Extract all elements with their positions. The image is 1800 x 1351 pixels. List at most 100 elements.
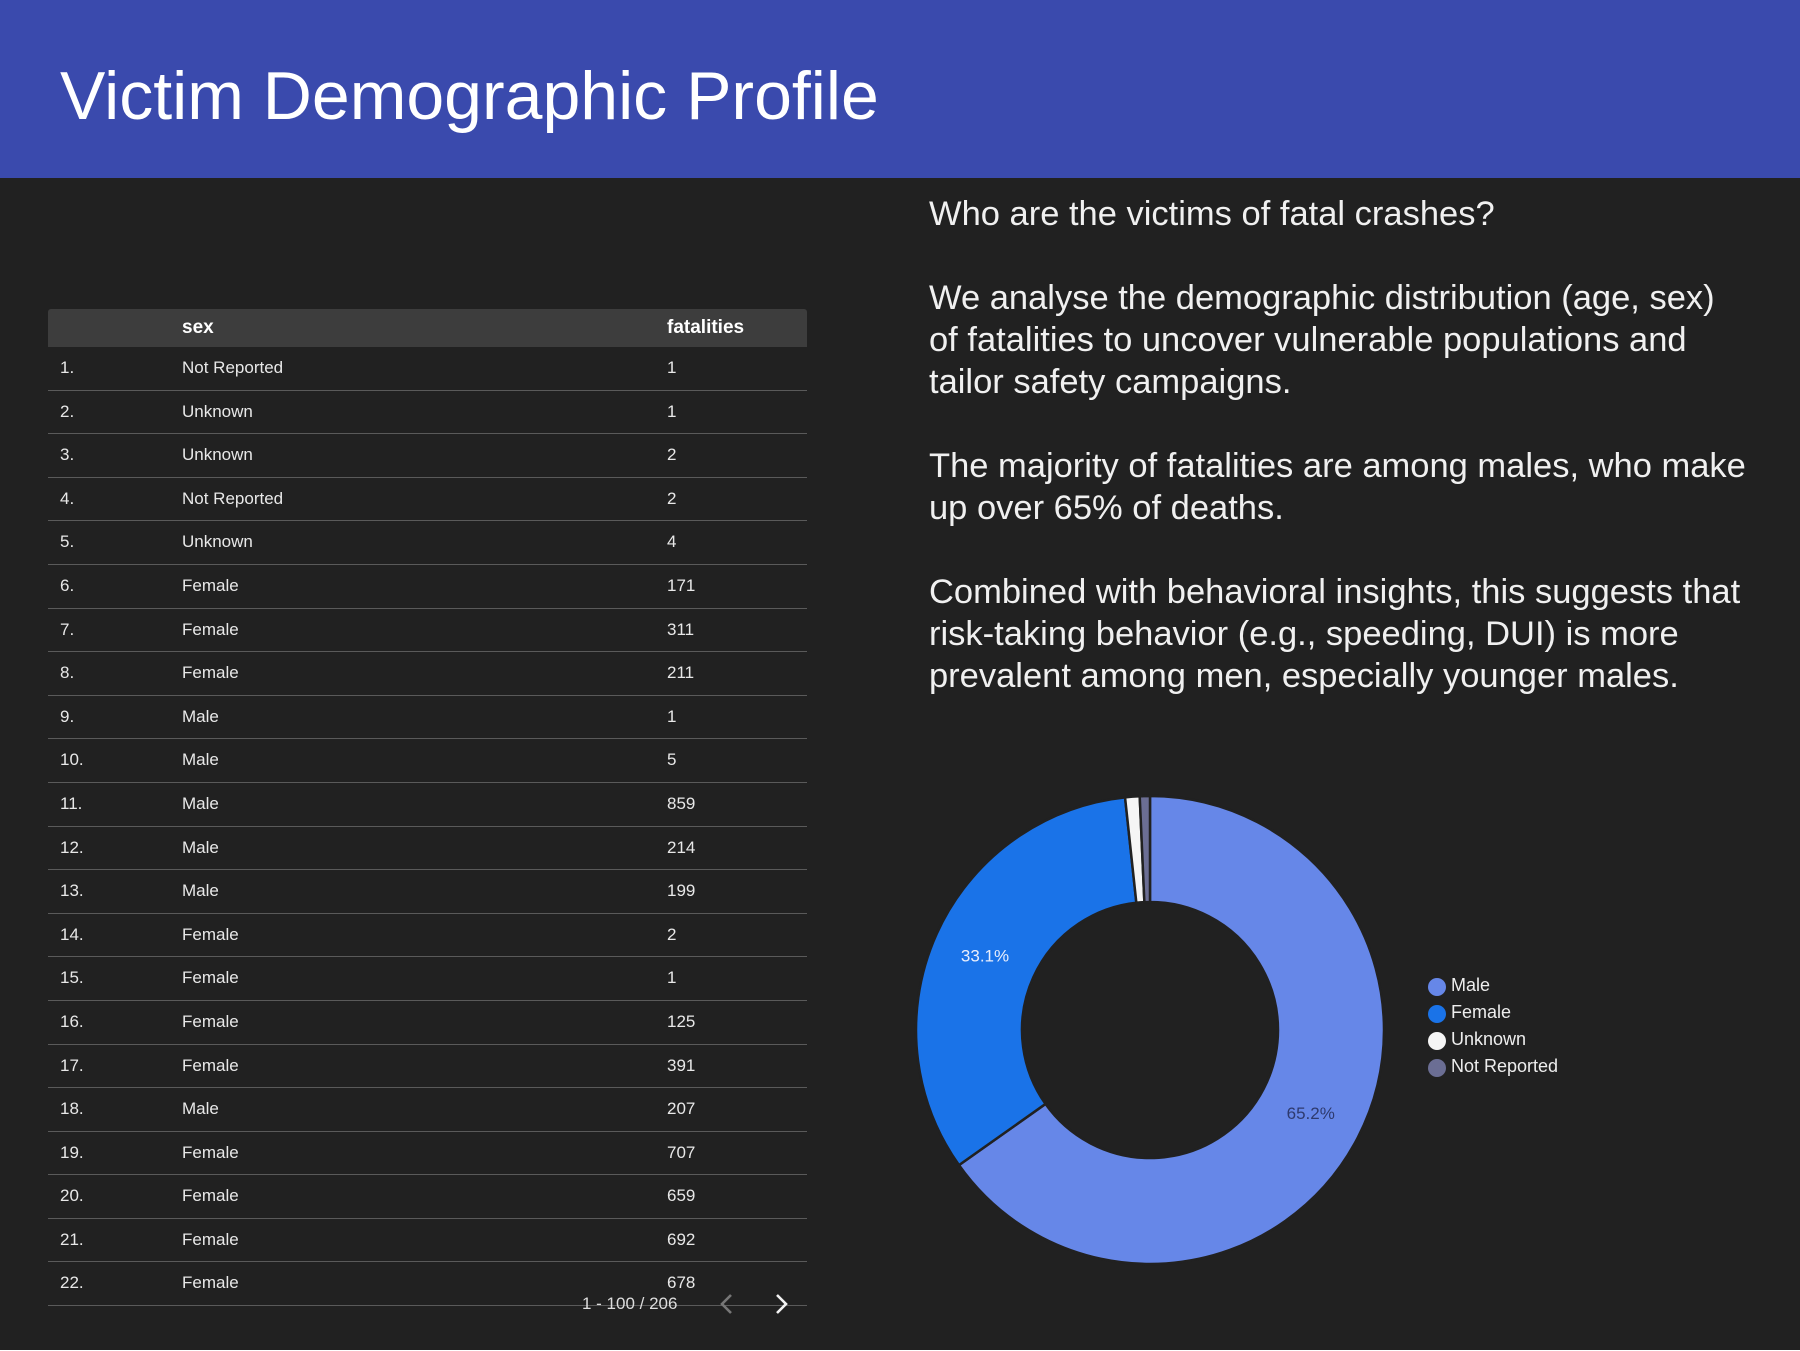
row-index: 15. [60, 968, 84, 988]
row-fatalities-cell: 1 [667, 358, 677, 377]
sex-donut-chart: 65.2% 33.1% [914, 794, 1386, 1266]
column-header-fatalities[interactable]: fatalities [667, 317, 745, 338]
table-row[interactable]: 15. Female 1 [48, 957, 807, 1001]
legend-swatch [1428, 1059, 1446, 1077]
row-fatalities-cell: 707 [667, 1142, 696, 1162]
row-fatalities-cell: 311 [667, 619, 695, 639]
table-body[interactable]: 1. Not Reported 1 2. Unknown 1 3. Unknown 2 4. Not… [48, 347, 807, 1321]
row-sex-cell: Unknown [182, 445, 253, 465]
row-index: 8. [60, 663, 75, 683]
table-row[interactable]: 8. Female 211 [48, 652, 807, 696]
table-row[interactable]: 13. Male 199 [48, 870, 807, 914]
row-sex-cell: Unknown [182, 532, 253, 552]
row-fatalities-cell: 171 [667, 575, 696, 595]
row-fatalities-cell: 859 [667, 793, 696, 813]
row-fatalities-cell: 125 [667, 1011, 696, 1031]
row-fatalities-cell: 214 [667, 837, 696, 857]
slice-male[interactable] [957, 794, 1386, 1266]
table-row[interactable]: 22. Female 678 [48, 1262, 807, 1307]
table-row[interactable]: 1. Not Reported 1 [48, 347, 807, 391]
legend-swatch [1428, 1032, 1446, 1050]
slice-label: 65.2% [1287, 1104, 1335, 1123]
row-index: 16. [60, 1011, 84, 1031]
row-index: 6. [60, 575, 75, 595]
page-title: Victim Demographic Profile [60, 58, 879, 134]
table-row[interactable]: 5. Unknown 4 [48, 521, 807, 565]
table-row[interactable]: 17. Female 391 [48, 1045, 807, 1089]
row-sex-cell: Male [182, 793, 219, 813]
row-index: 22. [60, 1273, 84, 1293]
row-sex-cell: Female [182, 663, 239, 683]
narrative-question: Who are the victims of fatal crashes? [929, 195, 1495, 233]
row-index: 7. [60, 619, 75, 639]
row-sex-cell: Not Reported [182, 488, 284, 508]
legend-label: Male [1451, 975, 1491, 995]
legend-swatch [1428, 978, 1446, 996]
row-sex-cell: Female [182, 1055, 239, 1075]
row-fatalities-cell: 199 [667, 881, 696, 901]
chevron-left-icon [720, 1294, 732, 1314]
table-row[interactable]: 11. Male 859 [48, 783, 807, 827]
table-row[interactable]: 7. Female 311 [48, 609, 807, 653]
row-fatalities-cell: 211 [667, 663, 695, 683]
table-row[interactable]: 2. Unknown 1 [48, 391, 807, 435]
row-fatalities-cell: 1 [667, 401, 677, 421]
table-row[interactable]: 20. Female 659 [48, 1175, 807, 1219]
row-sex-cell: Male [182, 750, 219, 770]
table-row[interactable]: 19. Female 707 [48, 1132, 807, 1176]
legend-label: Female [1451, 1002, 1512, 1022]
row-index: 21. [60, 1229, 84, 1249]
row-index: 17. [60, 1055, 84, 1075]
row-fatalities-cell: 2 [667, 924, 677, 944]
row-fatalities-cell: 5 [667, 750, 677, 770]
table-row[interactable]: 10. Male 5 [48, 739, 807, 783]
row-sex-cell: Female [182, 1142, 239, 1162]
narrative-text: Who are the victims of fatal crashes? We… [929, 193, 1749, 739]
row-index: 19. [60, 1142, 84, 1162]
row-fatalities-cell: 2 [667, 445, 677, 465]
row-fatalities-cell: 1 [667, 706, 677, 726]
table-row[interactable]: 21. Female 692 [48, 1219, 807, 1263]
table-row[interactable]: 3. Unknown 2 [48, 434, 807, 478]
next-page-button[interactable] [766, 1288, 796, 1320]
row-sex-cell: Female [182, 619, 239, 639]
header-bar: Victim Demographic Profile [0, 0, 1800, 178]
row-index: 9. [60, 706, 75, 726]
row-index: 3. [60, 445, 75, 465]
chevron-right-icon [776, 1294, 788, 1314]
fatalities-table: sex fatalities 1. Not Reported 1 2. Unknown 1… [48, 309, 807, 1321]
row-fatalities-cell: 1 [667, 968, 677, 988]
row-index: 14. [60, 924, 84, 944]
table-row[interactable]: 12. Male 214 [48, 827, 807, 871]
table-row[interactable]: 4. Not Reported 2 [48, 478, 807, 522]
row-sex-cell: Female [182, 1273, 239, 1293]
row-fatalities-cell: 391 [667, 1055, 696, 1075]
row-fatalities-cell: 4 [667, 532, 677, 552]
page-range-label: 1 - 100 / 206 [582, 1294, 678, 1313]
table-row[interactable]: 6. Female 171 [48, 565, 807, 609]
row-index: 18. [60, 1099, 84, 1119]
legend-label: Not Reported [1451, 1056, 1559, 1076]
row-index: 5. [60, 532, 75, 552]
table-row[interactable]: 16. Female 125 [48, 1001, 807, 1045]
table-header: sex fatalities [48, 309, 807, 347]
row-fatalities-cell: 2 [667, 488, 677, 508]
column-header-sex[interactable]: sex [182, 317, 214, 338]
slice-female[interactable] [914, 795, 1138, 1167]
slice-label: 33.1% [961, 947, 1009, 966]
slice-not-reported[interactable] [1138, 794, 1152, 904]
row-sex-cell: Male [182, 881, 219, 901]
row-sex-cell: Unknown [182, 401, 253, 421]
table-row[interactable]: 9. Male 1 [48, 696, 807, 740]
table-row[interactable]: 18. Male 207 [48, 1088, 807, 1132]
row-index: 4. [60, 488, 75, 508]
row-index: 1. [60, 358, 75, 377]
previous-page-button[interactable] [712, 1288, 742, 1320]
narrative-paragraph: Combined with behavioral insights, this … [929, 573, 1741, 695]
table-pagination: 1 - 100 / 206 [548, 1282, 808, 1326]
table-row[interactable]: 14. Female 2 [48, 914, 807, 958]
row-index: 13. [60, 881, 84, 901]
narrative-paragraph: The majority of fatalities are among mal… [929, 447, 1746, 527]
row-index: 12. [60, 837, 84, 857]
